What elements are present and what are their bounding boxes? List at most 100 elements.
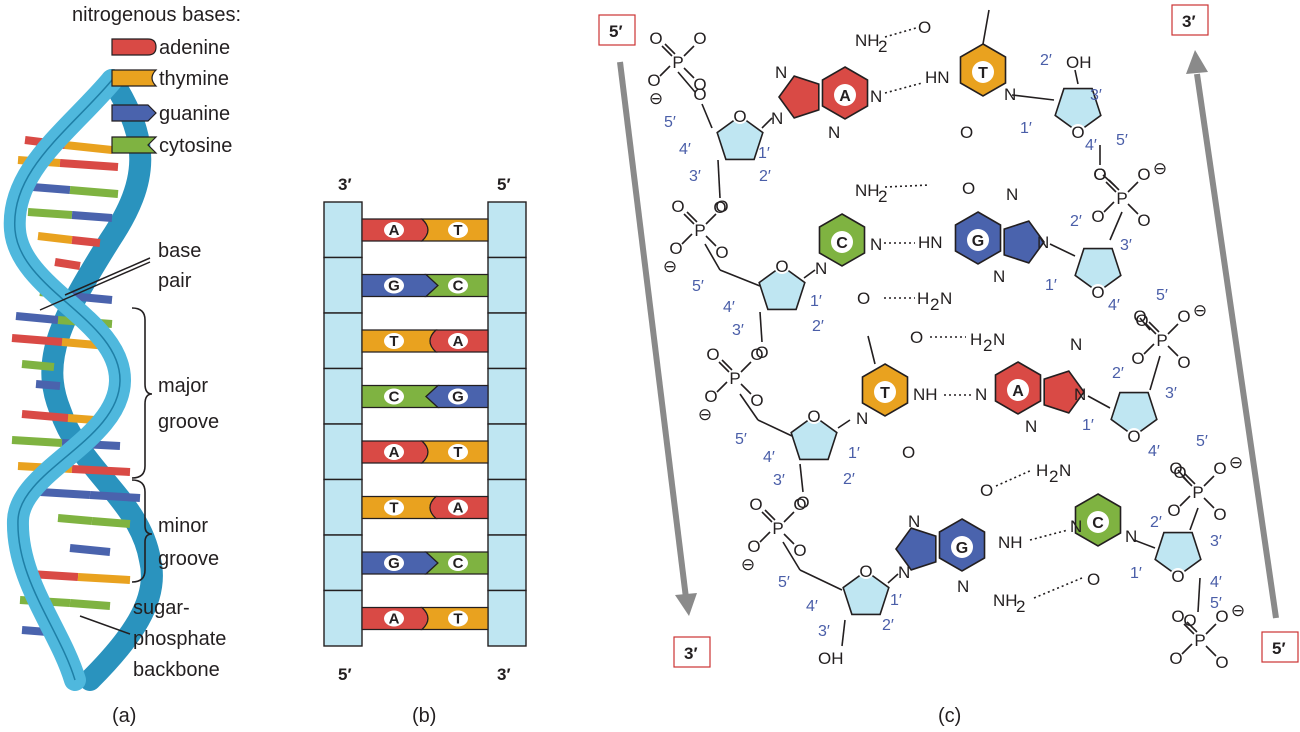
bond-line	[867, 335, 876, 365]
minor-groove-label-line2: groove	[158, 548, 219, 570]
carbon-number-label: 4′	[1210, 574, 1222, 591]
deoxyribose-ring	[1054, 87, 1102, 133]
ladder-bottom-right-end: 3′	[497, 665, 511, 684]
bond-line	[1203, 475, 1215, 487]
ladder-base-letter: G	[388, 278, 400, 295]
ladder-left-backbone-segment	[323, 201, 363, 259]
phosphorus: P	[729, 369, 740, 388]
carbon-number-label: 4′	[679, 141, 691, 158]
ladder-base-letter: G	[452, 389, 464, 406]
bond-line	[1189, 507, 1199, 531]
legend-cytosine-label: cytosine	[159, 135, 232, 157]
carbon-number-label: 3′	[689, 168, 701, 185]
carbonyl-oxygen: O	[980, 481, 993, 500]
phosphate-oxygen: O	[793, 495, 806, 514]
phosphate-oxygen: O	[1137, 165, 1150, 184]
bond-line	[705, 213, 717, 225]
bond-line	[884, 184, 931, 188]
left-bottom-end-box: 3′	[673, 636, 711, 668]
bond-line	[717, 159, 721, 199]
ladder-letter-badge	[448, 388, 468, 405]
carbon-number-label: 1′	[1045, 277, 1057, 294]
bond-line	[1186, 621, 1198, 633]
bond-line	[1102, 174, 1116, 187]
carbon-number-label: 5′	[664, 114, 676, 131]
negative-charge: ⊖	[698, 405, 712, 424]
right-bottom-end-box: 5′	[1261, 631, 1299, 663]
phosphate-oxygen: O	[1131, 349, 1144, 368]
ring-oxygen: O	[807, 407, 820, 426]
legend-adenine: adenine	[111, 37, 230, 59]
ladder-left-backbone-segment	[323, 367, 363, 425]
ladder-base-letter: C	[453, 555, 464, 572]
bond-line	[1133, 539, 1156, 549]
amino-group: N	[940, 289, 952, 308]
bond-line	[759, 311, 763, 343]
ladder-letter-badge	[448, 555, 468, 571]
negative-charge: ⊖	[1193, 301, 1207, 320]
base-letter: C	[836, 235, 848, 252]
carbon-number-label: 2′	[843, 471, 855, 488]
phosphate-oxygen: O	[1137, 211, 1150, 230]
ring-nitrogen: N	[856, 409, 868, 428]
ring-nitrogen: N	[908, 512, 920, 531]
carbon-number-label: 4′	[723, 299, 735, 316]
ladder-letter-badge	[448, 333, 468, 349]
base-letter: G	[956, 540, 968, 557]
carbon-number-label: 2′	[1112, 365, 1124, 382]
carbonyl-oxygen: O	[857, 289, 870, 308]
phosphate-oxygen: O	[693, 29, 706, 48]
bond-line	[664, 43, 676, 55]
ladder-letter-badge	[384, 555, 404, 571]
major-groove-label-line1: major	[158, 375, 208, 397]
carbon-number-label: 4′	[1148, 443, 1160, 460]
purine-five-ring	[778, 75, 820, 119]
phosphate-oxygen: O	[669, 239, 682, 258]
subscript: 2	[1049, 467, 1058, 486]
bond-line	[718, 361, 730, 373]
legend-thymine: thymine	[111, 68, 229, 90]
bond-line	[740, 383, 752, 395]
caption-c: (c)	[938, 705, 961, 727]
minor-groove-label-line1: minor	[158, 515, 208, 537]
amino-group: H	[917, 289, 929, 308]
ring-oxygen-bg	[806, 408, 822, 424]
ladder-letter-badge	[384, 277, 404, 294]
bond-line	[1103, 201, 1115, 213]
imino-group: HN	[918, 233, 943, 252]
ladder-left-backbone-segment	[323, 478, 363, 536]
bond-line	[1087, 395, 1111, 409]
ladder-letter-badge	[384, 333, 404, 349]
carbon-number-label: 3′	[732, 322, 744, 339]
ring-oxygen: O	[1071, 123, 1084, 142]
carbon-number-label: 2′	[882, 617, 894, 634]
phosphate-oxygen: O	[1167, 501, 1180, 520]
ester-oxygen: O	[755, 343, 768, 362]
bond-line	[683, 67, 695, 79]
carbon-number-label: 1′	[810, 293, 822, 310]
subscript: 2	[983, 336, 992, 355]
ring-oxygen: O	[1171, 567, 1184, 586]
bond-line	[1105, 181, 1117, 193]
right-bottom-end-label: 5′	[1272, 639, 1286, 658]
carbon-number-label: 5′	[1196, 433, 1208, 450]
carbon-number-label: 4′	[806, 598, 818, 615]
ring-nitrogen: N	[1004, 85, 1016, 104]
panel-c-chemical-structure: 5′ 3′ 3′ 5′ ATNH2NNNNOHNONOOOH5′4′3′1′2′…	[598, 4, 1299, 727]
ring-oxygen-bg	[774, 258, 790, 274]
deoxyribose-ring	[716, 115, 764, 161]
bond-line	[659, 65, 671, 77]
ring-oxygen: O	[733, 107, 746, 126]
negative-charge: ⊖	[741, 555, 755, 574]
phosphorus: P	[772, 519, 783, 538]
deoxyribose-ring	[758, 265, 806, 311]
bond-line	[739, 393, 759, 421]
bond-line	[764, 509, 776, 521]
bond-line	[1127, 203, 1139, 215]
negative-charge: ⊖	[1153, 159, 1167, 178]
carbon-number-label: 3′	[1165, 385, 1177, 402]
carbon-number-label: 3′	[1120, 237, 1132, 254]
ladder-right-backbone-segment	[487, 423, 527, 481]
ladder-top-left-end: 3′	[338, 175, 352, 194]
